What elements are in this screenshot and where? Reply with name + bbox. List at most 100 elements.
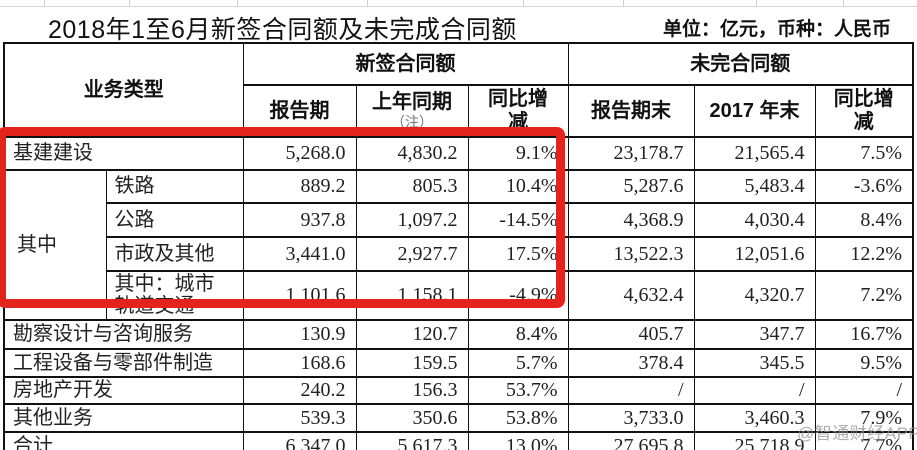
- cell-value: 805.3: [355, 169, 469, 204]
- cell-value: 5,287.6: [567, 169, 695, 204]
- watermark: @智通财经APP: [797, 424, 917, 443]
- cell-value: 405.7: [567, 318, 695, 350]
- header-reporting-period: 报告期: [242, 84, 357, 138]
- cell-value: /: [693, 375, 816, 405]
- cell-value: 3,733.0: [567, 402, 695, 433]
- grid-remnant-line-top: [0, 6, 917, 7]
- cell-value: 1,158.1: [355, 270, 469, 321]
- table-row: 其他业务 539.3 350.6 53.8% 3,733.0 3,460.3 7…: [3, 402, 914, 433]
- row-label-text: 其中：城市轨道交通: [114, 273, 215, 318]
- cell-value: 937.8: [242, 202, 357, 238]
- cell-value: 9.1%: [467, 136, 569, 171]
- contracts-table: 业务类型 新签合同额 未完合同额 报告期 上年同期 （注） 同比增减 报告期末 …: [3, 42, 915, 450]
- cell-value: 10.4%: [467, 169, 569, 204]
- cell-value: 27,695.8: [567, 430, 695, 450]
- cell-value: 378.4: [567, 347, 695, 378]
- header-prior-year-note: （注）: [391, 114, 433, 131]
- cell-value: 53.8%: [467, 402, 569, 433]
- header-group-backlog-contracts: 未完合同额: [567, 42, 914, 86]
- cell-value: 345.5: [693, 347, 816, 378]
- header-period-end: 报告期末: [567, 84, 695, 138]
- table-row-total: 合计 6,347.0 5,617.3 13.0% 27,695.8 25,718…: [3, 430, 914, 450]
- table-row: 工程设备与零部件制造 168.6 159.5 5.7% 378.4 345.5 …: [3, 347, 914, 378]
- cell-value: 4,632.4: [567, 270, 695, 321]
- cell-value: 3,441.0: [242, 236, 357, 272]
- row-label: 公路: [105, 202, 244, 238]
- cell-value: 889.2: [242, 169, 357, 204]
- row-label: 其他业务: [3, 402, 244, 433]
- cell-value: 159.5: [355, 347, 469, 378]
- cell-value: 13,522.3: [567, 236, 695, 272]
- cell-value: 7.7%: [814, 430, 914, 450]
- cell-value: 240.2: [242, 375, 357, 405]
- cell-value: 350.6: [355, 402, 469, 433]
- grid-remnant-tick: [756, 0, 757, 6]
- cell-value: 7.5%: [814, 136, 914, 171]
- cell-value: 1,097.2: [355, 202, 469, 238]
- cell-value: 5,268.0: [242, 136, 357, 171]
- cell-value: 120.7: [355, 318, 469, 350]
- cell-value: 3,460.3: [693, 402, 816, 433]
- cell-value: 21,565.4: [693, 136, 816, 171]
- cell-value: 23,178.7: [567, 136, 695, 171]
- cell-value: 13.0%: [467, 430, 569, 450]
- cell-value: 2,927.7: [355, 236, 469, 272]
- page-title: 2018年1至6月新签合同额及未完成合同额: [48, 16, 517, 44]
- row-label: 市政及其他: [105, 236, 244, 272]
- row-label: 其中：城市轨道交通: [105, 270, 244, 321]
- table-row: 基建建设 5,268.0 4,830.2 9.1% 23,178.7 21,56…: [3, 136, 914, 171]
- cell-value: 7.9%: [814, 402, 914, 433]
- row-label: 工程设备与零部件制造: [3, 347, 244, 378]
- grid-remnant-tick: [129, 0, 130, 6]
- row-label: 合计: [3, 430, 244, 450]
- cell-value: 539.3: [242, 402, 357, 433]
- cell-value: 156.3: [355, 375, 469, 405]
- cell-value: 12.2%: [814, 236, 914, 272]
- grid-remnant-tick: [623, 0, 624, 6]
- cell-value: 1,101.6: [242, 270, 357, 321]
- table-row: 房地产开发 240.2 156.3 53.7% / / /: [3, 375, 914, 405]
- cell-value: /: [814, 375, 914, 405]
- header-end-2017: 2017 年末: [693, 84, 816, 138]
- cell-value: 4,030.4: [693, 202, 816, 238]
- header-yoy-change-new: 同比增减: [467, 84, 569, 138]
- cell-value: 9.5%: [814, 347, 914, 378]
- header-yoy-change-backlog: 同比增减: [814, 84, 914, 138]
- grid-remnant-tick: [843, 0, 844, 6]
- cell-value: 17.5%: [467, 236, 569, 272]
- row-label: 铁路: [105, 169, 244, 204]
- cell-value: 4,320.7: [693, 270, 816, 321]
- cell-value: 5,483.4: [693, 169, 816, 204]
- cell-value: 5.7%: [467, 347, 569, 378]
- cell-value: -4.9%: [467, 270, 569, 321]
- grid-remnant-tick: [44, 0, 45, 6]
- table-header-group-row: 业务类型 新签合同额 未完合同额: [3, 42, 914, 138]
- cell-value: 7.2%: [814, 270, 914, 321]
- table-row: 其中：城市轨道交通 1,101.6 1,158.1 -4.9% 4,632.4 …: [4, 270, 914, 321]
- header-group-new-contracts: 新签合同额: [242, 42, 569, 86]
- unit-currency-note: 单位：亿元，币种：人民币: [662, 19, 891, 40]
- cell-value: 168.6: [242, 347, 357, 378]
- header-prior-year-label: 上年同期: [372, 91, 452, 114]
- cell-value: 53.7%: [467, 375, 569, 405]
- grid-remnant-tick: [237, 0, 238, 6]
- cell-value: /: [567, 375, 695, 405]
- cell-value: 4,830.2: [355, 136, 469, 171]
- title-row: 2018年1至6月新签合同额及未完成合同额 单位：亿元，币种：人民币: [0, 8, 917, 44]
- cell-value: 6,347.0: [242, 430, 357, 450]
- cell-value: 25,718.9: [693, 430, 816, 450]
- row-label: 基建建设: [3, 136, 244, 171]
- cell-value: 130.9: [242, 318, 357, 350]
- cell-value: -3.6%: [814, 169, 914, 204]
- cell-value: 5,617.3: [355, 430, 469, 450]
- header-prior-year-period: 上年同期 （注）: [355, 84, 469, 138]
- cell-value: 8.4%: [467, 318, 569, 350]
- row-label: 房地产开发: [3, 375, 244, 405]
- cell-value: 4,368.9: [567, 202, 695, 238]
- table-row: 其中 铁路 889.2 805.3 10.4% 5,287.6 5,483.4 …: [3, 169, 914, 321]
- table-row: 公路 937.8 1,097.2 -14.5% 4,368.9 4,030.4 …: [4, 202, 914, 238]
- table-row: 勘察设计与咨询服务 130.9 120.7 8.4% 405.7 347.7 1…: [3, 318, 914, 350]
- cell-value: 12,051.6: [693, 236, 816, 272]
- cell-value: 8.4%: [814, 202, 914, 238]
